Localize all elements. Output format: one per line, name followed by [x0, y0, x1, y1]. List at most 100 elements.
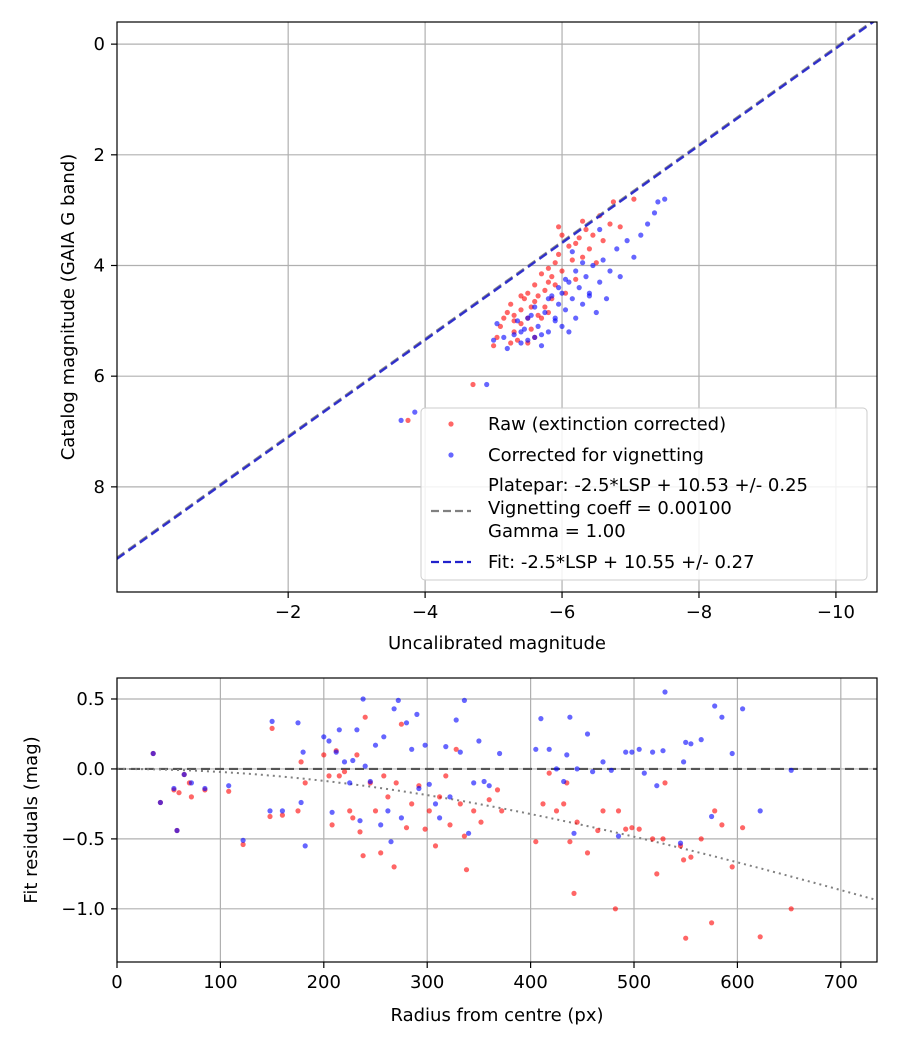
point-corrected-for-vignetting	[757, 808, 763, 814]
point-raw-extinction-corrected	[470, 381, 476, 388]
point-raw-extinction-corrected	[545, 279, 552, 285]
point-raw-extinction-corrected	[528, 326, 534, 332]
point-corrected-for-vignetting	[615, 833, 622, 839]
point-corrected-for-vignetting	[569, 249, 575, 255]
point-corrected-for-vignetting	[580, 301, 586, 307]
point-corrected-for-vignetting	[447, 794, 453, 800]
point-raw-extinction-corrected	[712, 808, 718, 814]
point-raw-extinction-corrected	[654, 871, 660, 877]
point-raw-extinction-corrected	[566, 243, 572, 249]
point-corrected-for-vignetting	[583, 274, 589, 280]
point-raw-extinction-corrected	[681, 857, 687, 863]
point-raw-extinction-corrected	[226, 788, 232, 794]
point-corrected-for-vignetting	[545, 329, 552, 335]
point-raw-extinction-corrected	[453, 746, 459, 752]
point-raw-extinction-corrected	[683, 935, 689, 941]
point-raw-extinction-corrected	[398, 721, 404, 727]
point-corrected-for-vignetting	[437, 815, 443, 821]
point-corrected-for-vignetting	[395, 697, 401, 704]
vignetting-model-curve	[117, 767, 877, 902]
point-corrected-for-vignetting	[688, 741, 694, 747]
point-corrected-for-vignetting	[698, 737, 704, 743]
y-tick-label: 4	[94, 255, 105, 276]
point-corrected-for-vignetting	[267, 808, 273, 814]
point-corrected-for-vignetting	[362, 763, 368, 769]
point-raw-extinction-corrected	[729, 864, 735, 870]
legend-label-fit: Fit: -2.5*LSP + 10.55 +/- 0.27	[488, 552, 755, 573]
point-raw-extinction-corrected	[580, 218, 586, 224]
point-raw-extinction-corrected	[188, 794, 194, 800]
point-raw-extinction-corrected	[542, 304, 548, 310]
y-tick-label: −1.0	[61, 899, 105, 920]
point-corrected-for-vignetting	[650, 749, 656, 755]
point-raw-extinction-corrected	[788, 906, 794, 912]
point-raw-extinction-corrected	[540, 801, 546, 807]
y-tick-label: 2	[94, 145, 105, 166]
point-corrected-for-vignetting	[603, 296, 610, 302]
point-corrected-for-vignetting	[538, 343, 545, 349]
point-raw-extinction-corrected	[443, 773, 449, 779]
point-raw-extinction-corrected	[549, 274, 555, 280]
point-corrected-for-vignetting	[590, 262, 596, 269]
point-corrected-for-vignetting	[709, 813, 715, 820]
x-tick-label: 300	[410, 972, 444, 993]
point-raw-extinction-corrected	[607, 221, 613, 227]
x-tick-label: 200	[307, 972, 341, 993]
point-raw-extinction-corrected	[698, 836, 704, 842]
x-tick-label: −6	[549, 602, 576, 623]
point-raw-extinction-corrected	[511, 312, 517, 318]
point-corrected-for-vignetting	[333, 749, 339, 755]
point-corrected-for-vignetting	[453, 717, 459, 723]
point-raw-extinction-corrected	[573, 240, 579, 246]
point-corrected-for-vignetting	[662, 196, 668, 202]
point-raw-extinction-corrected	[532, 282, 538, 288]
point-corrected-for-vignetting	[360, 696, 366, 702]
point-raw-extinction-corrected	[567, 839, 573, 845]
point-corrected-for-vignetting	[535, 323, 541, 329]
point-raw-extinction-corrected	[569, 257, 575, 263]
point-corrected-for-vignetting	[623, 749, 629, 755]
residuals-ticks: 0 100 200 300 400 500 600 700 0.5 0.0 −0.5 −1.0	[61, 689, 858, 993]
point-corrected-for-vignetting	[188, 780, 194, 786]
point-raw-extinction-corrected	[636, 826, 642, 832]
point-corrected-for-vignetting	[391, 706, 397, 712]
point-raw-extinction-corrected	[545, 265, 552, 271]
point-corrected-for-vignetting	[655, 199, 661, 205]
point-corrected-for-vignetting	[556, 301, 562, 307]
point-raw-extinction-corrected	[494, 787, 501, 793]
point-raw-extinction-corrected	[347, 808, 353, 814]
point-corrected-for-vignetting	[532, 304, 538, 310]
point-corrected-for-vignetting	[466, 830, 472, 836]
point-corrected-for-vignetting	[525, 337, 531, 343]
point-corrected-for-vignetting	[378, 822, 384, 828]
point-corrected-for-vignetting	[202, 785, 208, 792]
point-corrected-for-vignetting	[567, 714, 573, 720]
point-raw-extinction-corrected	[501, 315, 507, 321]
point-corrected-for-vignetting	[553, 766, 560, 772]
legend-marker-raw	[448, 421, 454, 427]
point-raw-extinction-corrected	[240, 841, 246, 848]
point-corrected-for-vignetting	[740, 706, 746, 712]
point-raw-extinction-corrected	[385, 794, 391, 800]
point-raw-extinction-corrected	[573, 276, 579, 282]
point-raw-extinction-corrected	[432, 843, 439, 849]
residuals-y-axis-label: Fit residuals (mag)	[21, 736, 42, 903]
point-raw-extinction-corrected	[610, 199, 617, 205]
point-corrected-for-vignetting	[226, 783, 232, 789]
calibration-points	[117, 22, 876, 560]
point-corrected-for-vignetting	[593, 309, 599, 316]
point-corrected-for-vignetting	[559, 290, 565, 296]
point-raw-extinction-corrected	[612, 906, 619, 912]
point-corrected-for-vignetting	[443, 744, 449, 750]
calibration-legend: Raw (extinction corrected) Corrected for…	[420, 407, 868, 581]
point-corrected-for-vignetting	[422, 742, 428, 748]
point-corrected-for-vignetting	[533, 746, 539, 752]
point-corrected-for-vignetting	[636, 746, 642, 752]
point-raw-extinction-corrected	[561, 801, 567, 807]
point-corrected-for-vignetting	[174, 827, 180, 834]
point-raw-extinction-corrected	[590, 232, 596, 238]
point-raw-extinction-corrected	[660, 836, 666, 842]
point-raw-extinction-corrected	[623, 826, 629, 832]
